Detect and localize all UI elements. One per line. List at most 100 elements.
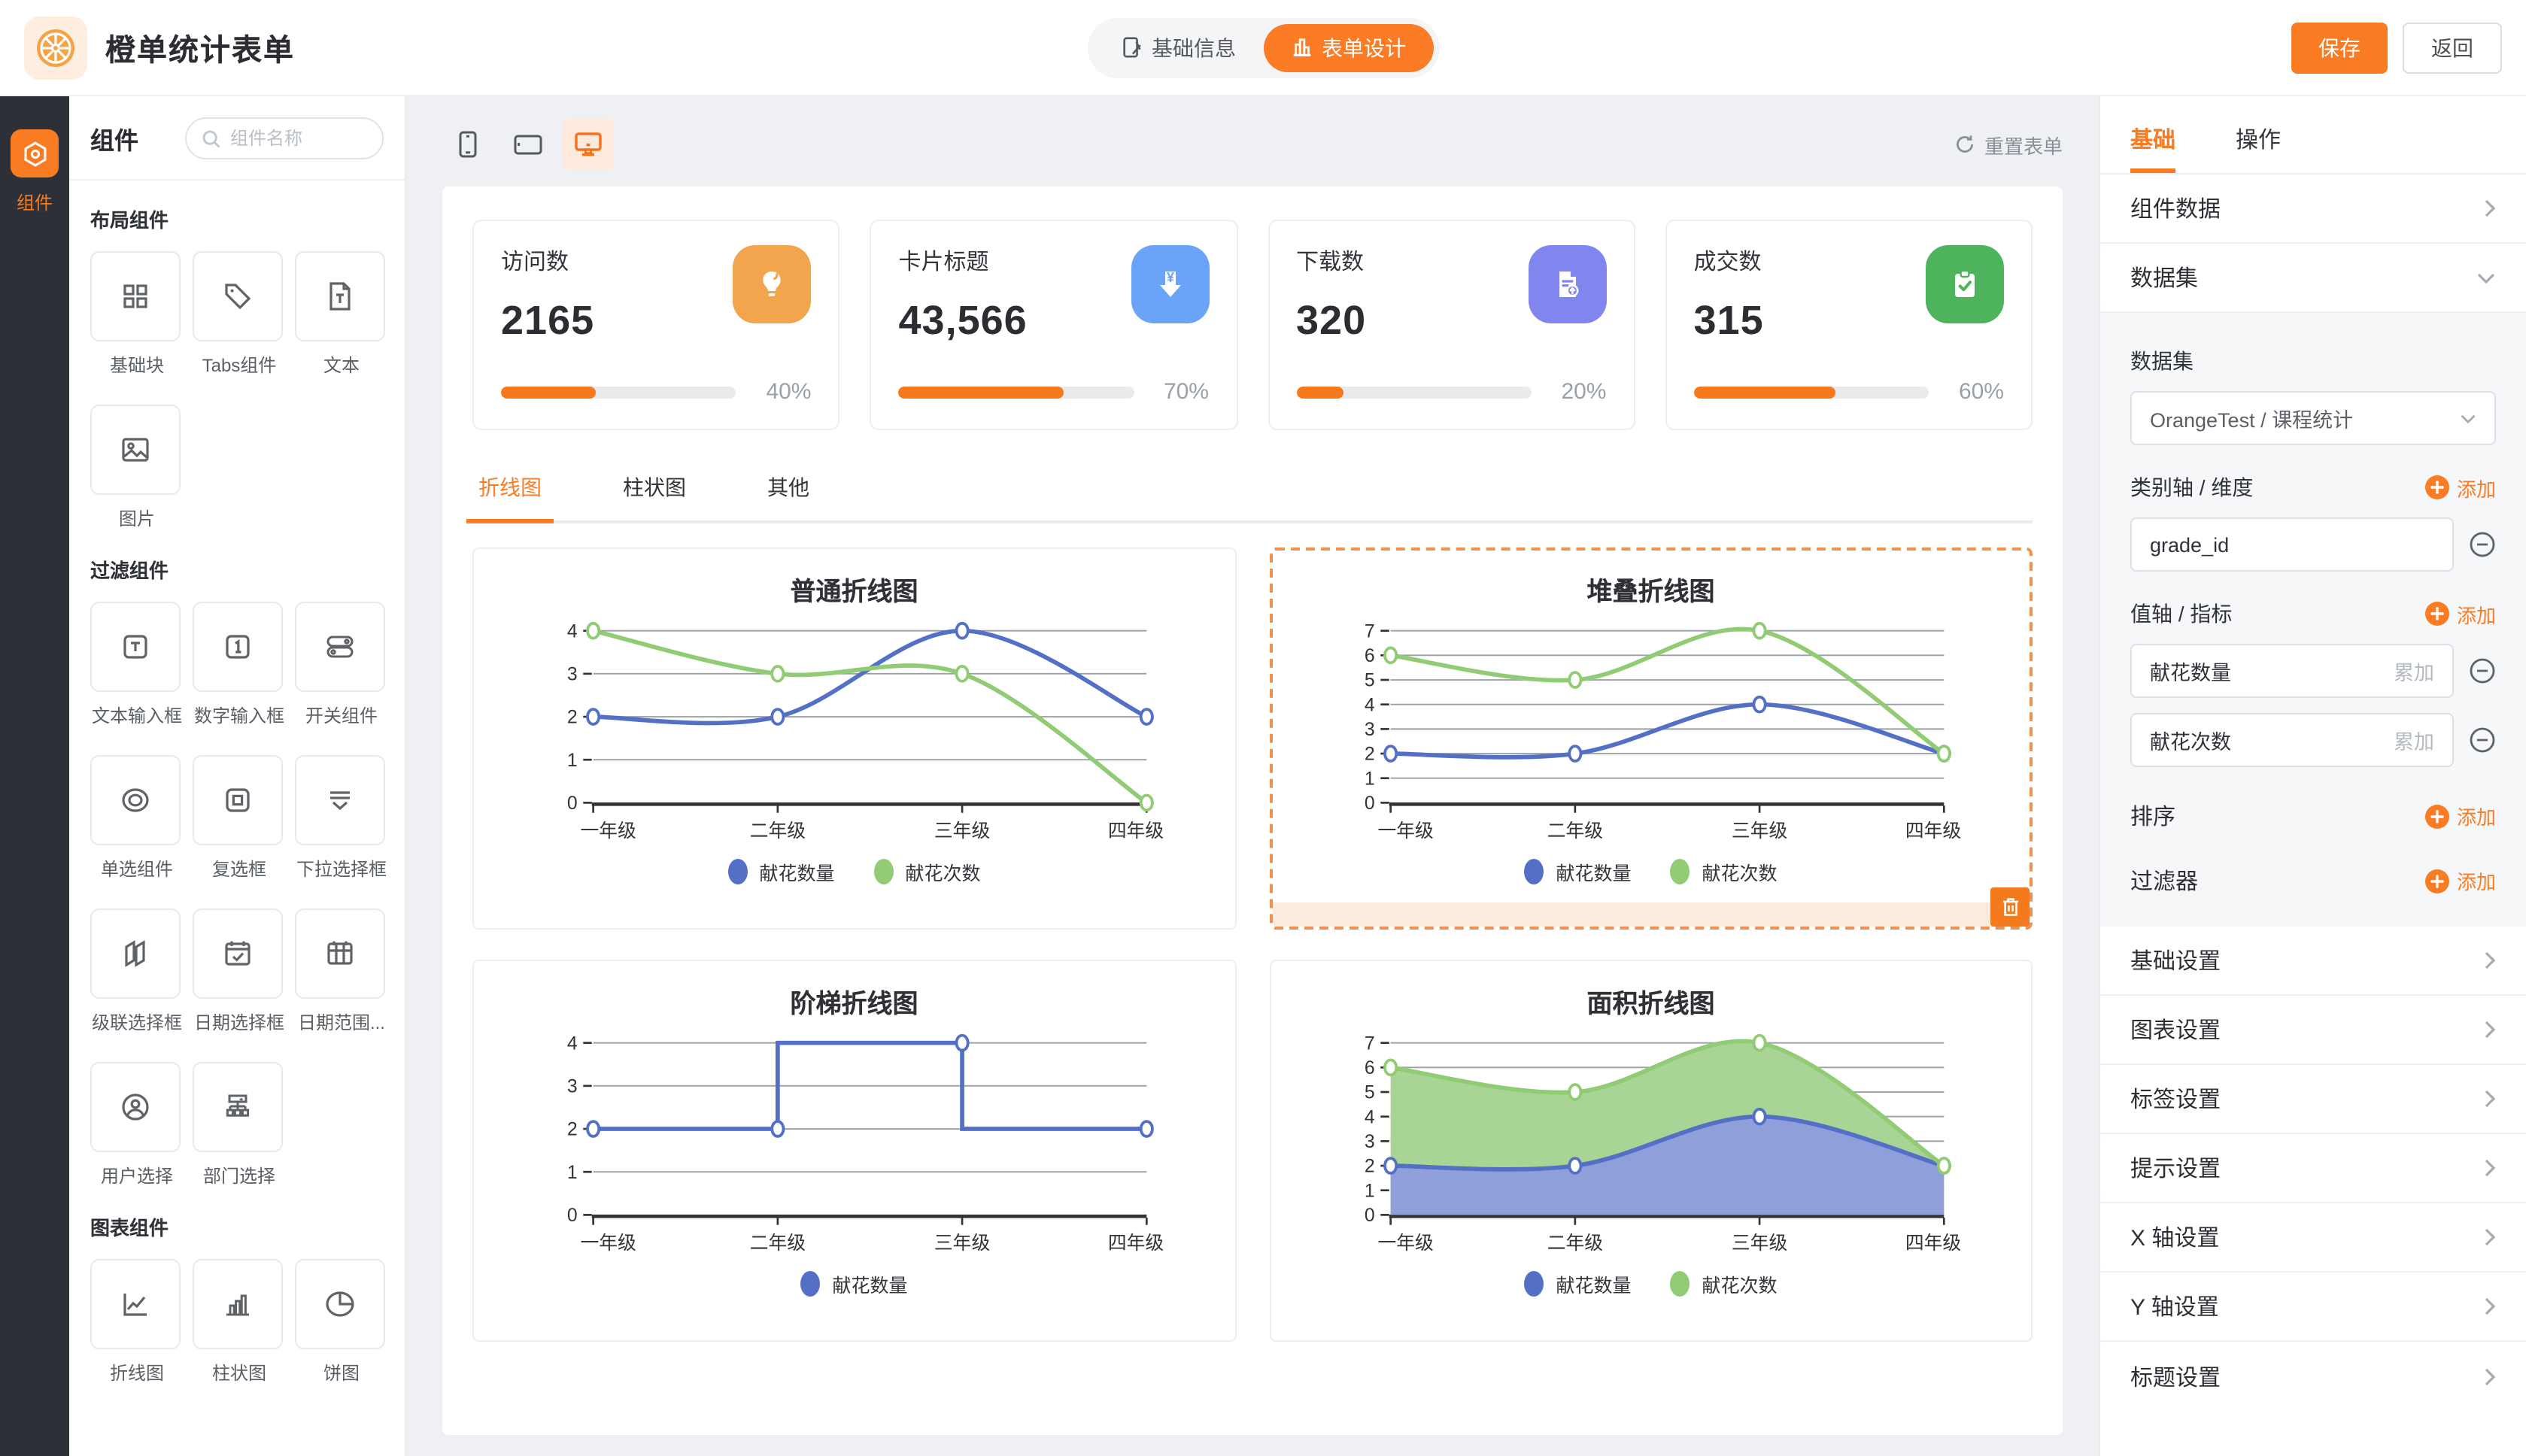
component-checkbox[interactable]: 复选框 — [193, 755, 283, 881]
remove-field-button[interactable] — [2469, 726, 2496, 754]
remove-field-button[interactable] — [2469, 531, 2496, 558]
mode-toggle: 基础信息 表单设计 — [1087, 17, 1439, 77]
row-label-settings[interactable]: 标签设置 — [2100, 1065, 2526, 1134]
svg-text:2: 2 — [567, 1120, 578, 1140]
dimension-field[interactable]: grade_id — [2130, 517, 2454, 572]
component-pie-chart[interactable]: 饼图 — [295, 1259, 385, 1385]
component-text[interactable]: 文本 — [295, 251, 385, 378]
dataset-select[interactable]: OrangeTest / 课程统计 — [2130, 391, 2496, 445]
stat-card-deals[interactable]: 成交数 315 60% — [1665, 220, 2033, 430]
row-component-data[interactable]: 组件数据 — [2100, 174, 2526, 244]
component-cascader[interactable]: 级联选择框 — [90, 908, 182, 1035]
chart-canvas: 0 1 2 3 4 5 6 7 一年级 二年级 三年级 四年级 — [1364, 1033, 1960, 1254]
chart-stacked-line[interactable]: 堆叠折线图 0 1 2 3 4 5 6 7 一年级 二年级 三年级 四年级 献花数量 献花次数 — [1269, 548, 2033, 930]
tag-icon — [225, 284, 251, 310]
chart-area-line[interactable]: 面积折线图 0 1 2 3 4 5 6 7 一年级 二年级 三年级 四年级 献花数量 献花次数 — [1269, 960, 2033, 1342]
reset-form-button[interactable]: 重置表单 — [1954, 130, 2063, 159]
row-title-settings[interactable]: 标题设置 — [2100, 1342, 2526, 1411]
row-yaxis-settings[interactable]: Y 轴设置 — [2100, 1272, 2526, 1342]
device-phone-button[interactable] — [442, 119, 493, 170]
component-date-picker[interactable]: 日期选择框 — [193, 908, 284, 1035]
component-search[interactable] — [185, 117, 384, 159]
app-header: 橙单统计表单 基础信息 表单设计 保存 返回 — [0, 0, 2526, 96]
metric-field[interactable]: 献花次数 累加 — [2130, 713, 2454, 767]
device-desktop-button[interactable] — [563, 119, 614, 170]
bar-chart-icon — [226, 1294, 249, 1316]
add-sort-button[interactable]: 添加 — [2424, 802, 2496, 830]
tab-form-design[interactable]: 表单设计 — [1263, 23, 1433, 71]
add-metric-button[interactable]: 添加 — [2424, 599, 2496, 628]
component-user-select[interactable]: 用户选择 — [90, 1062, 181, 1188]
device-tablet-button[interactable] — [502, 119, 554, 170]
tab-basic[interactable]: 基础 — [2130, 123, 2176, 173]
charts-grid: 普通折线图 0 1 2 3 4 一年级 二年级 三年级 四年级 献花数量 献花次数 堆叠折线图 … — [472, 548, 2033, 1342]
svg-text:4: 4 — [1364, 695, 1374, 715]
svg-text:3: 3 — [567, 664, 578, 684]
svg-text:一年级: 一年级 — [580, 1233, 636, 1254]
back-button[interactable]: 返回 — [2403, 22, 2502, 73]
tab-line-charts[interactable]: 折线图 — [466, 460, 554, 523]
chevron-right-icon — [2484, 199, 2496, 218]
chart-normal-line[interactable]: 普通折线图 0 1 2 3 4 一年级 二年级 三年级 四年级 献花数量 献花次数 — [472, 548, 1236, 930]
component-bar-chart[interactable]: 柱状图 — [193, 1259, 283, 1385]
calendar-range-icon — [327, 941, 353, 965]
component-basic-block[interactable]: 基础块 — [90, 251, 181, 378]
svg-text:0: 0 — [1364, 1206, 1374, 1226]
component-text-input[interactable]: 文本输入框 — [90, 602, 182, 728]
stat-card-downloads[interactable]: 下载数 320 20% — [1268, 220, 1635, 430]
cascader-icon — [125, 940, 145, 967]
tab-other-charts[interactable]: 其他 — [767, 475, 809, 499]
component-radio[interactable]: 单选组件 — [90, 755, 181, 881]
components-panel-title: 组件 — [90, 129, 139, 155]
component-image[interactable]: 图片 — [90, 405, 181, 531]
rail-components-label: 组件 — [16, 193, 53, 214]
remove-field-button[interactable] — [2469, 657, 2496, 684]
search-icon — [202, 129, 220, 147]
plus-circle-icon — [2424, 602, 2449, 626]
sort-row: 排序 添加 — [2130, 800, 2496, 832]
tab-bar-charts[interactable]: 柱状图 — [623, 475, 686, 499]
svg-text:2: 2 — [567, 708, 578, 728]
metric-field-row: 献花次数 累加 — [2130, 713, 2496, 767]
text-document-icon — [329, 282, 351, 311]
chart-legend: 献花数量 — [492, 1269, 1216, 1298]
chevron-right-icon — [2484, 1297, 2496, 1316]
row-tooltip-settings[interactable]: 提示设置 — [2100, 1134, 2526, 1203]
legend-swatch-blue — [1524, 859, 1544, 884]
component-tabs[interactable]: Tabs组件 — [193, 251, 283, 378]
add-dimension-button[interactable]: 添加 — [2424, 473, 2496, 502]
component-switch[interactable]: 开关组件 — [295, 602, 385, 728]
row-chart-settings[interactable]: 图表设置 — [2100, 996, 2526, 1065]
component-date-range[interactable]: 日期范围... — [295, 908, 385, 1035]
delete-chart-button[interactable] — [1990, 887, 2030, 927]
rail-components-button[interactable] — [11, 129, 59, 177]
component-dept-select[interactable]: 部门选择 — [193, 1062, 283, 1188]
component-number-input[interactable]: 数字输入框 — [193, 602, 284, 728]
components-panel: 组件 布局组件 基础块 Tabs组件 — [69, 96, 406, 1456]
row-xaxis-settings[interactable]: X 轴设置 — [2100, 1203, 2526, 1272]
chart-legend: 献花数量 献花次数 — [1289, 857, 2013, 886]
legend-swatch-green — [1670, 859, 1690, 884]
form-edit-icon — [1122, 37, 1140, 58]
svg-text:二年级: 二年级 — [750, 821, 806, 842]
stat-card-visits[interactable]: 访问数 2165 40% — [472, 220, 840, 430]
svg-text:一年级: 一年级 — [1377, 821, 1432, 842]
svg-text:三年级: 三年级 — [1731, 821, 1787, 842]
component-dropdown[interactable]: 下拉选择框 — [295, 755, 387, 881]
svg-text:4: 4 — [567, 1033, 578, 1054]
tab-basic-info[interactable]: 基础信息 — [1093, 23, 1263, 71]
component-hexagon-icon — [23, 141, 46, 166]
save-button[interactable]: 保存 — [2291, 22, 2388, 73]
radio-icon — [122, 788, 149, 812]
plus-circle-icon — [2424, 475, 2449, 499]
row-basic-settings[interactable]: 基础设置 — [2100, 927, 2526, 996]
chart-step-line[interactable]: 阶梯折线图 0 1 2 3 4 一年级 二年级 三年级 四年级 献花数量 — [472, 960, 1236, 1342]
svg-text:二年级: 二年级 — [1547, 1233, 1602, 1254]
add-filter-button[interactable]: 添加 — [2424, 866, 2496, 895]
search-input[interactable] — [230, 128, 366, 149]
component-line-chart[interactable]: 折线图 — [90, 1259, 181, 1385]
tab-actions[interactable]: 操作 — [2236, 128, 2282, 153]
metric-field[interactable]: 献花数量 累加 — [2130, 644, 2454, 698]
row-dataset[interactable]: 数据集 — [2100, 244, 2526, 313]
stat-card-title[interactable]: 卡片标题 43,566 ¥ 70% — [870, 220, 1237, 430]
